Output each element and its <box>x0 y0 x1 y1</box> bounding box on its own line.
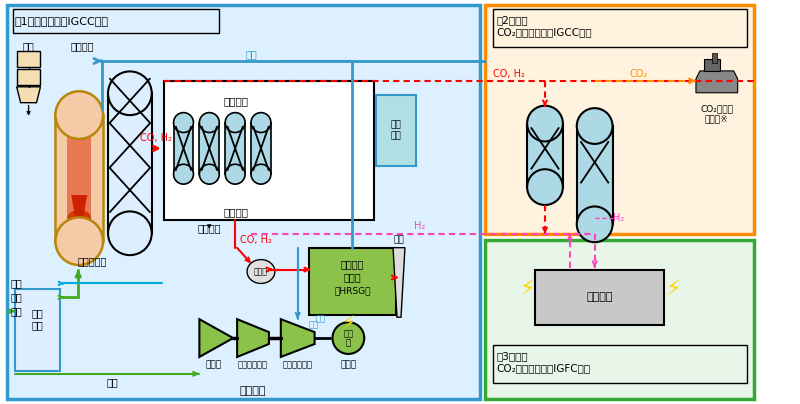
Polygon shape <box>393 248 405 317</box>
Bar <box>486 5 754 234</box>
Bar <box>251 122 271 174</box>
Ellipse shape <box>251 164 271 184</box>
Ellipse shape <box>199 113 219 133</box>
Text: 第1段階：酸素吹IGCC実証: 第1段階：酸素吹IGCC実証 <box>14 16 109 26</box>
Text: 発電: 発電 <box>343 330 354 339</box>
Bar <box>226 122 245 174</box>
Text: 石炭ガス化: 石炭ガス化 <box>78 257 107 267</box>
Text: CO, H₂: CO, H₂ <box>494 69 525 79</box>
Bar <box>6 5 481 399</box>
Text: ガスタービン: ガスタービン <box>238 360 268 369</box>
Text: ボイラ: ボイラ <box>343 272 361 282</box>
Text: ⚡: ⚡ <box>666 280 681 299</box>
Bar <box>174 122 194 174</box>
Text: 石炭: 石炭 <box>22 41 34 51</box>
Bar <box>494 9 746 47</box>
Ellipse shape <box>226 113 245 133</box>
Text: （HRSG）: （HRSG） <box>334 286 370 295</box>
Bar <box>577 126 613 224</box>
Bar <box>527 124 563 187</box>
Text: CO₂: CO₂ <box>630 69 647 79</box>
Text: 排熱回収: 排熱回収 <box>341 259 364 269</box>
Bar <box>494 345 746 383</box>
Text: 煙突: 煙突 <box>394 235 404 244</box>
Text: CO₂分離・回収型IGFC実証: CO₂分離・回収型IGFC実証 <box>496 363 590 373</box>
Bar <box>376 95 416 166</box>
Ellipse shape <box>67 210 91 226</box>
Text: 燃料電池: 燃料電池 <box>586 292 613 302</box>
Ellipse shape <box>174 113 194 133</box>
Ellipse shape <box>174 164 194 184</box>
Text: 発電機: 発電機 <box>340 360 357 369</box>
Ellipse shape <box>577 108 613 144</box>
Text: 蒸気: 蒸気 <box>309 321 318 330</box>
Bar <box>535 269 664 325</box>
Bar <box>17 69 41 85</box>
Ellipse shape <box>333 322 364 354</box>
Polygon shape <box>237 319 269 357</box>
Text: 蒸気: 蒸気 <box>315 315 326 324</box>
Polygon shape <box>71 195 87 225</box>
Text: H₂: H₂ <box>613 213 624 223</box>
Text: CO, H₂: CO, H₂ <box>240 235 272 245</box>
Text: ガス化炉: ガス化炉 <box>70 41 94 51</box>
Ellipse shape <box>108 72 152 115</box>
Text: 蒸気: 蒸気 <box>245 49 257 59</box>
Text: 硫黄
回収: 硫黄 回収 <box>390 121 402 140</box>
Polygon shape <box>696 71 738 93</box>
Bar <box>14 289 60 371</box>
Text: 機: 機 <box>346 339 351 347</box>
Ellipse shape <box>527 106 563 141</box>
Ellipse shape <box>577 206 613 242</box>
Text: 空気: 空気 <box>10 306 22 316</box>
Text: CO₂分離・回収型IGCC実証: CO₂分離・回収型IGCC実証 <box>496 27 592 37</box>
Bar <box>712 53 717 63</box>
Text: 第2段階：: 第2段階： <box>496 15 528 25</box>
Ellipse shape <box>55 91 103 139</box>
Text: 圧縮機: 圧縮機 <box>206 360 222 369</box>
Text: 空気: 空気 <box>106 377 118 387</box>
Bar <box>67 109 91 218</box>
Bar <box>108 93 152 233</box>
Text: 硫黄除去: 硫黄除去 <box>224 96 249 106</box>
Ellipse shape <box>527 169 563 205</box>
Polygon shape <box>199 319 233 357</box>
Text: ガス精製: ガス精製 <box>224 207 249 217</box>
Text: CO, H₂: CO, H₂ <box>140 133 172 143</box>
Text: 貯留へ※: 貯留へ※ <box>705 114 729 123</box>
Ellipse shape <box>199 164 219 184</box>
Ellipse shape <box>55 217 103 265</box>
Text: 蒸気タービン: 蒸気タービン <box>282 360 313 369</box>
Text: 第3段階：: 第3段階： <box>496 351 528 361</box>
Bar <box>55 115 103 241</box>
Text: ⚡: ⚡ <box>519 280 535 299</box>
Polygon shape <box>17 87 41 103</box>
Text: 窒素: 窒素 <box>10 278 22 288</box>
Ellipse shape <box>251 113 271 133</box>
Text: 排水処理: 排水処理 <box>198 223 221 233</box>
Polygon shape <box>704 59 720 71</box>
Bar <box>199 122 219 174</box>
Text: 空気
分離: 空気 分離 <box>32 308 43 330</box>
Text: 燃焼器: 燃焼器 <box>254 267 268 276</box>
Text: 複合発電: 複合発電 <box>240 386 266 396</box>
Bar <box>309 248 396 315</box>
Bar <box>17 51 41 67</box>
Ellipse shape <box>247 260 275 284</box>
Text: CO₂輸送・: CO₂輸送・ <box>700 104 734 113</box>
Ellipse shape <box>67 101 91 117</box>
Text: H₂: H₂ <box>414 221 426 231</box>
Polygon shape <box>281 319 314 357</box>
Text: ⚡: ⚡ <box>342 315 355 334</box>
Bar <box>486 240 754 399</box>
Bar <box>13 9 219 33</box>
Text: 酸素: 酸素 <box>10 292 22 302</box>
Bar <box>164 81 374 220</box>
Ellipse shape <box>226 164 245 184</box>
Ellipse shape <box>108 211 152 255</box>
